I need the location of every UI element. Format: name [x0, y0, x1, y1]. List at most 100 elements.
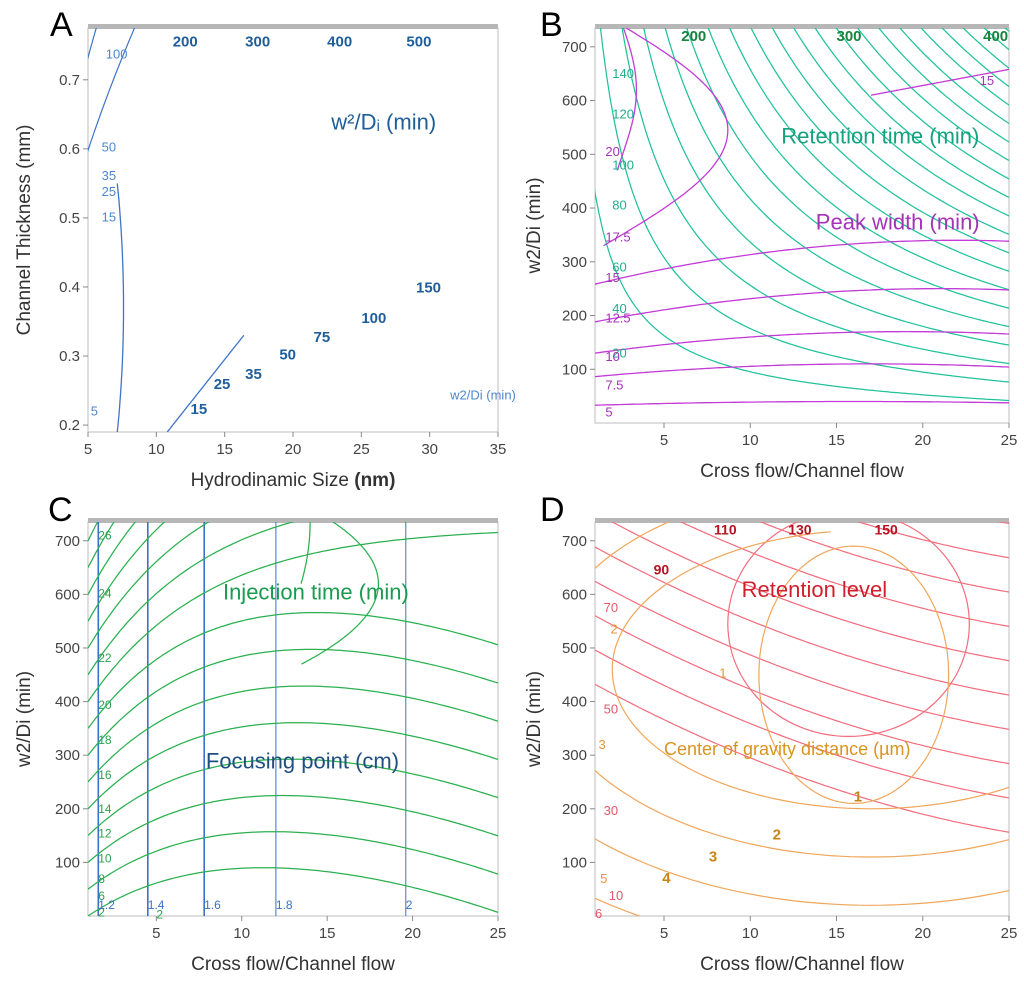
- panel-frames: [83, 24, 1010, 921]
- y-tick-label: 0.4: [59, 279, 80, 296]
- contour-lines: [88, 0, 1024, 916]
- y-tick-label: 0.7: [59, 72, 80, 89]
- panel-title2-D: Center of gravity distance (µm): [664, 739, 910, 759]
- contour-label-D: 6: [595, 906, 602, 921]
- contour-label-C: 2: [406, 898, 413, 912]
- x-tick-label: 20: [914, 432, 931, 449]
- contour-line-C-green: [88, 522, 166, 622]
- contour-line-B-green: [686, 28, 1009, 309]
- x-tick-label: 10: [233, 925, 250, 942]
- panel-letter-A: A: [50, 6, 73, 44]
- contour-label-A: 15: [191, 401, 208, 418]
- contour-line-B-green: [595, 188, 1009, 402]
- contour-label-D: 1: [854, 788, 862, 805]
- panel-letter-B: B: [540, 6, 563, 44]
- contour-line-B-purple: [595, 239, 1009, 285]
- contour-line-D-orange: [595, 522, 1009, 858]
- contour-label-D: 130: [788, 521, 812, 537]
- x-tick-label: 35: [490, 441, 507, 458]
- contour-label-D: 110: [714, 521, 737, 537]
- contour-label-C: 14: [98, 802, 112, 816]
- x-tick-label: 10: [148, 441, 165, 458]
- panel-letter-D: D: [540, 491, 565, 529]
- contour-label-D: 4: [662, 870, 671, 887]
- contour-label-D: 3: [598, 737, 605, 752]
- contour-label-A: 75: [314, 329, 331, 346]
- contour-line-B-green: [899, 28, 1009, 125]
- contour-label-C: 1.6: [204, 898, 221, 912]
- contour-line-C-green: [88, 648, 498, 756]
- x-tick-label: 20: [404, 925, 421, 942]
- contour-line-D-orange: [758, 545, 950, 805]
- panel-title2-B: Peak width (min): [816, 210, 980, 235]
- x-tick-label: 25: [1001, 925, 1018, 942]
- x-axis-title: Cross flow/Channel flow: [191, 954, 395, 975]
- panel-title-B: Retention time (min): [781, 124, 979, 149]
- x-tick-label: 15: [828, 432, 845, 449]
- contour-label-B: 10: [605, 349, 619, 364]
- contour-label-C: 24: [98, 587, 112, 601]
- y-tick-label: 700: [562, 39, 587, 56]
- contour-label-A: 400: [327, 34, 352, 51]
- contour-line-D-orange: [611, 531, 1009, 810]
- contour-line-B-green: [588, 0, 1024, 28]
- contour-label-B: 100: [612, 157, 634, 172]
- x-tick-label: 15: [216, 441, 233, 458]
- contour-line-D-red: [611, 522, 1009, 662]
- contour-label-D: 5: [600, 871, 607, 886]
- contour-line-B-green: [707, 28, 1009, 291]
- contour-label-D: 2: [611, 621, 618, 636]
- contour-label-B: 200: [681, 28, 706, 45]
- contour-line-D-red: [595, 546, 1009, 696]
- contour-line-B-green: [814, 28, 1009, 199]
- contour-line-B-purple: [595, 400, 1009, 406]
- y-tick-label: 600: [562, 93, 587, 110]
- plot-frame-C: [87, 521, 499, 917]
- contour-line-C-green: [88, 531, 498, 702]
- contour-label-D: 10: [609, 888, 623, 903]
- x-tick-label: 25: [490, 925, 507, 942]
- panel-title-C: Injection time (min): [223, 580, 409, 605]
- x-tick-label: 5: [660, 925, 668, 942]
- contour-label-A: 35: [245, 366, 262, 383]
- contour-label-C: 26: [98, 529, 112, 543]
- y-tick-label: 500: [55, 640, 80, 657]
- contour-label-A: 150: [416, 279, 441, 296]
- plot-topbar-A: [88, 24, 498, 29]
- plot-topbar-C: [88, 518, 498, 523]
- y-tick-label: 400: [562, 694, 587, 711]
- panel-letter-C: C: [48, 491, 73, 529]
- contour-label-B: 12.5: [605, 311, 630, 326]
- x-tick-label: 30: [421, 441, 438, 458]
- contour-line-B-green: [835, 28, 1009, 180]
- contour-label-D: 1: [719, 665, 726, 680]
- contour-label-B: 5: [605, 405, 612, 420]
- contour-line-B-green: [588, 0, 1024, 10]
- contour-label-C: 10: [98, 851, 112, 865]
- y-tick-label: 400: [55, 694, 80, 711]
- contour-line-A-15: [166, 334, 245, 432]
- contour-label-C: 20: [98, 698, 112, 712]
- y-tick-label: 300: [562, 747, 587, 764]
- x-tick-label: 15: [319, 925, 336, 942]
- y-tick-label: 700: [55, 533, 80, 550]
- y-axis-title: w2/Di (min): [524, 671, 545, 768]
- contour-line-C-green: [88, 758, 498, 837]
- contour-line-D-red: [727, 522, 970, 738]
- contour-label-B: 20: [605, 144, 619, 159]
- contour-label-C: 12: [98, 827, 112, 841]
- contour-line-C-green: [88, 722, 498, 810]
- x-axis-title: Cross flow/Channel flow: [700, 954, 904, 975]
- contour-label-A: 35: [102, 168, 116, 183]
- contour-label-D: 90: [654, 562, 670, 578]
- y-tick-label: 600: [55, 586, 80, 603]
- contour-label-C: 18: [98, 733, 112, 747]
- contour-label-A: 50: [279, 346, 296, 363]
- y-tick-label: 300: [55, 747, 80, 764]
- x-axis-title: Cross flow/Channel flow: [700, 461, 904, 482]
- y-tick-label: 700: [562, 533, 587, 550]
- contour-line-B-green: [599, 28, 1009, 383]
- y-tick-label: 100: [562, 854, 587, 871]
- contour-label-A: 25: [214, 376, 231, 393]
